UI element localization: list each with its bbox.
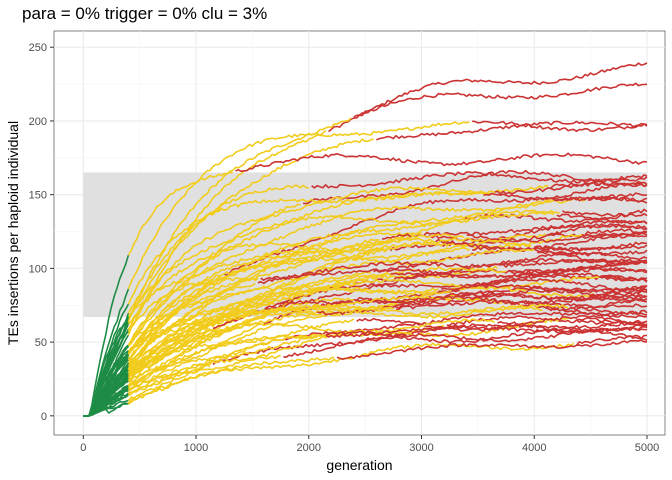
series-segment	[127, 121, 470, 290]
series-segment	[235, 152, 648, 173]
series-segment	[472, 246, 648, 257]
series-segment	[128, 354, 281, 396]
y-tick-label: 200	[29, 116, 47, 128]
series-line	[83, 152, 648, 417]
series-segment	[423, 223, 648, 237]
series-segment	[127, 282, 256, 356]
series-segment	[127, 138, 374, 323]
series-segment	[283, 327, 648, 358]
series-segment	[576, 317, 648, 329]
x-tick-label: 5000	[635, 442, 659, 454]
series-segment	[127, 237, 434, 356]
series-segment	[553, 195, 648, 204]
y-tick-label: 100	[29, 263, 47, 275]
series-segment	[336, 339, 647, 360]
series-segment	[127, 186, 493, 330]
y-axis-title: TEs insertions per haploid individual	[5, 121, 21, 345]
series-segment	[601, 275, 648, 283]
series-segment	[127, 285, 439, 347]
x-tick-label: 2000	[297, 442, 321, 454]
y-tick-label: 150	[29, 190, 47, 202]
series-segment	[127, 342, 575, 405]
series-segment	[127, 334, 324, 389]
series-segment	[396, 299, 648, 311]
series-segment	[575, 334, 647, 346]
series-segment	[127, 129, 327, 336]
series-segment	[128, 334, 324, 383]
series-segment	[127, 248, 535, 317]
series-segment	[127, 306, 391, 392]
series-segment	[127, 306, 543, 355]
series-segment	[561, 210, 648, 218]
series-segment	[393, 285, 647, 309]
series-segment	[127, 233, 583, 370]
series-segment	[127, 356, 335, 404]
series-segment	[570, 305, 648, 316]
series-segment	[83, 254, 130, 417]
series-segment	[223, 180, 648, 276]
series-segment	[127, 184, 309, 314]
series-segment	[494, 181, 648, 195]
y-tick-label: 250	[29, 42, 47, 54]
chart-title: para = 0% trigger = 0% clu = 3%	[22, 4, 268, 23]
y-tick-label: 50	[35, 337, 47, 349]
series-segment	[500, 250, 648, 266]
series-segment	[128, 318, 496, 376]
series-segment	[440, 284, 648, 295]
x-tick-label: 3000	[409, 442, 433, 454]
series-segment	[127, 237, 532, 325]
series-segment	[128, 286, 436, 367]
series-segment	[584, 228, 648, 236]
series-segment	[311, 171, 648, 189]
series-segment	[127, 171, 233, 256]
series-segment	[534, 241, 648, 252]
series-segment	[127, 266, 498, 378]
series-segment	[356, 315, 648, 332]
series-segment	[353, 82, 648, 118]
series-segment	[376, 120, 648, 141]
series-segment	[389, 219, 648, 252]
series-segment	[545, 306, 648, 319]
series-segment	[257, 258, 648, 285]
x-axis-title: generation	[326, 457, 392, 473]
series-segment	[328, 62, 648, 133]
series-segment	[128, 318, 355, 376]
series-segment	[83, 402, 129, 417]
series-segment	[325, 326, 648, 344]
series-segment	[556, 213, 648, 224]
series-segment	[260, 267, 648, 281]
series-segment	[127, 211, 555, 318]
x-tick-label: 4000	[522, 442, 546, 454]
axes: 0 1000 2000 3000 4000 5000 0 50 100 150 200 250	[29, 42, 660, 454]
series-segment	[472, 120, 648, 133]
x-tick-label: 1000	[184, 442, 208, 454]
series-segment	[127, 364, 211, 402]
series-segment	[356, 288, 648, 306]
series-segment	[127, 233, 465, 356]
series-segment	[390, 266, 648, 279]
series-segment	[127, 190, 481, 305]
series-segment	[466, 230, 648, 243]
series-segment	[127, 277, 259, 332]
series-lines	[83, 62, 648, 417]
series-segment	[303, 169, 648, 205]
series-segment	[127, 297, 354, 374]
series-segment	[483, 192, 648, 202]
series-segment	[127, 247, 470, 353]
y-tick-label: 0	[41, 411, 47, 423]
series-line	[83, 339, 647, 417]
series-segment	[127, 276, 600, 364]
series-segment	[127, 231, 422, 353]
x-tick-label: 0	[80, 442, 86, 454]
